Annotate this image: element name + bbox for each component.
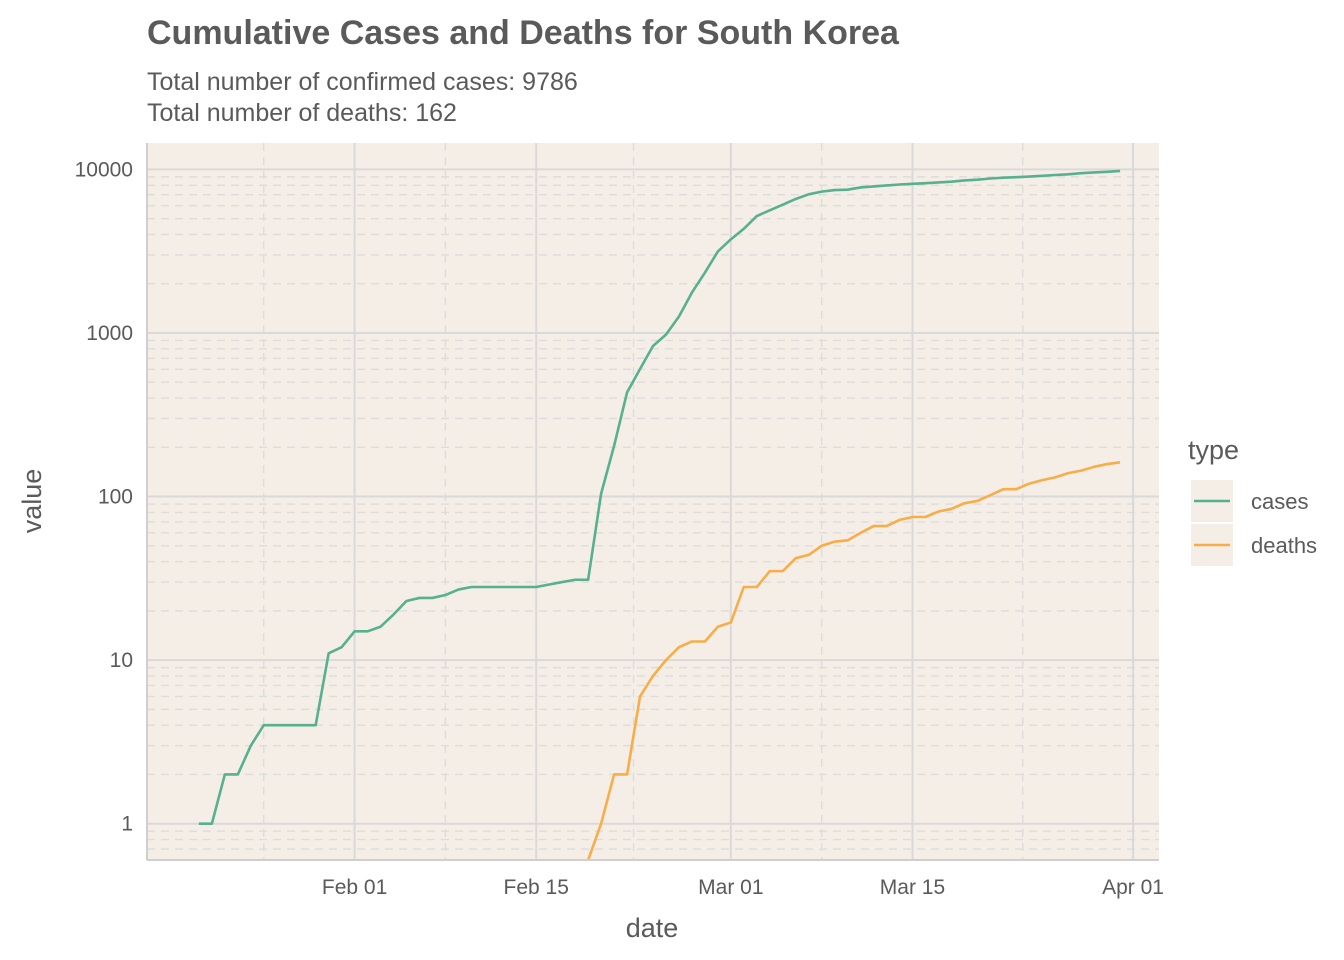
x-tick-label: Feb 15 [504, 876, 569, 899]
y-tick-label: 1000 [86, 322, 133, 345]
chart-title: Cumulative Cases and Deaths for South Ko… [147, 14, 900, 52]
legend-title: type [1188, 435, 1239, 465]
x-tick-label: Mar 15 [880, 876, 945, 899]
y-tick-label: 1 [121, 813, 133, 836]
x-tick-label: Apr 01 [1102, 876, 1164, 899]
plot-panel [147, 143, 1159, 860]
y-tick-label: 100 [98, 486, 133, 509]
axes [146, 143, 1159, 861]
legend-label-cases: cases [1251, 489, 1308, 514]
x-tick-label: Feb 01 [322, 876, 387, 899]
chart-subtitle-deaths: Total number of deaths: 162 [147, 99, 457, 127]
series-lines [198, 169, 1121, 860]
series-line-deaths [586, 460, 1121, 860]
series-layer [198, 169, 1121, 860]
grid-lines [147, 143, 1159, 861]
legend-label-deaths: deaths [1251, 533, 1317, 558]
y-axis-label: value [17, 469, 47, 534]
legend: type cases deaths [1188, 435, 1317, 568]
x-tick-label: Mar 01 [698, 876, 763, 899]
tick-labels: 1 10 100 1000 10000 Feb 01 Feb 15 Mar 01 Mar 15 A… [75, 158, 1164, 899]
y-tick-label: 10000 [75, 158, 133, 181]
y-tick-label: 10 [110, 649, 133, 672]
x-axis-label: date [626, 913, 679, 943]
chart-subtitle-cases: Total number of confirmed cases: 9786 [147, 68, 578, 96]
series-line-cases [198, 169, 1121, 826]
